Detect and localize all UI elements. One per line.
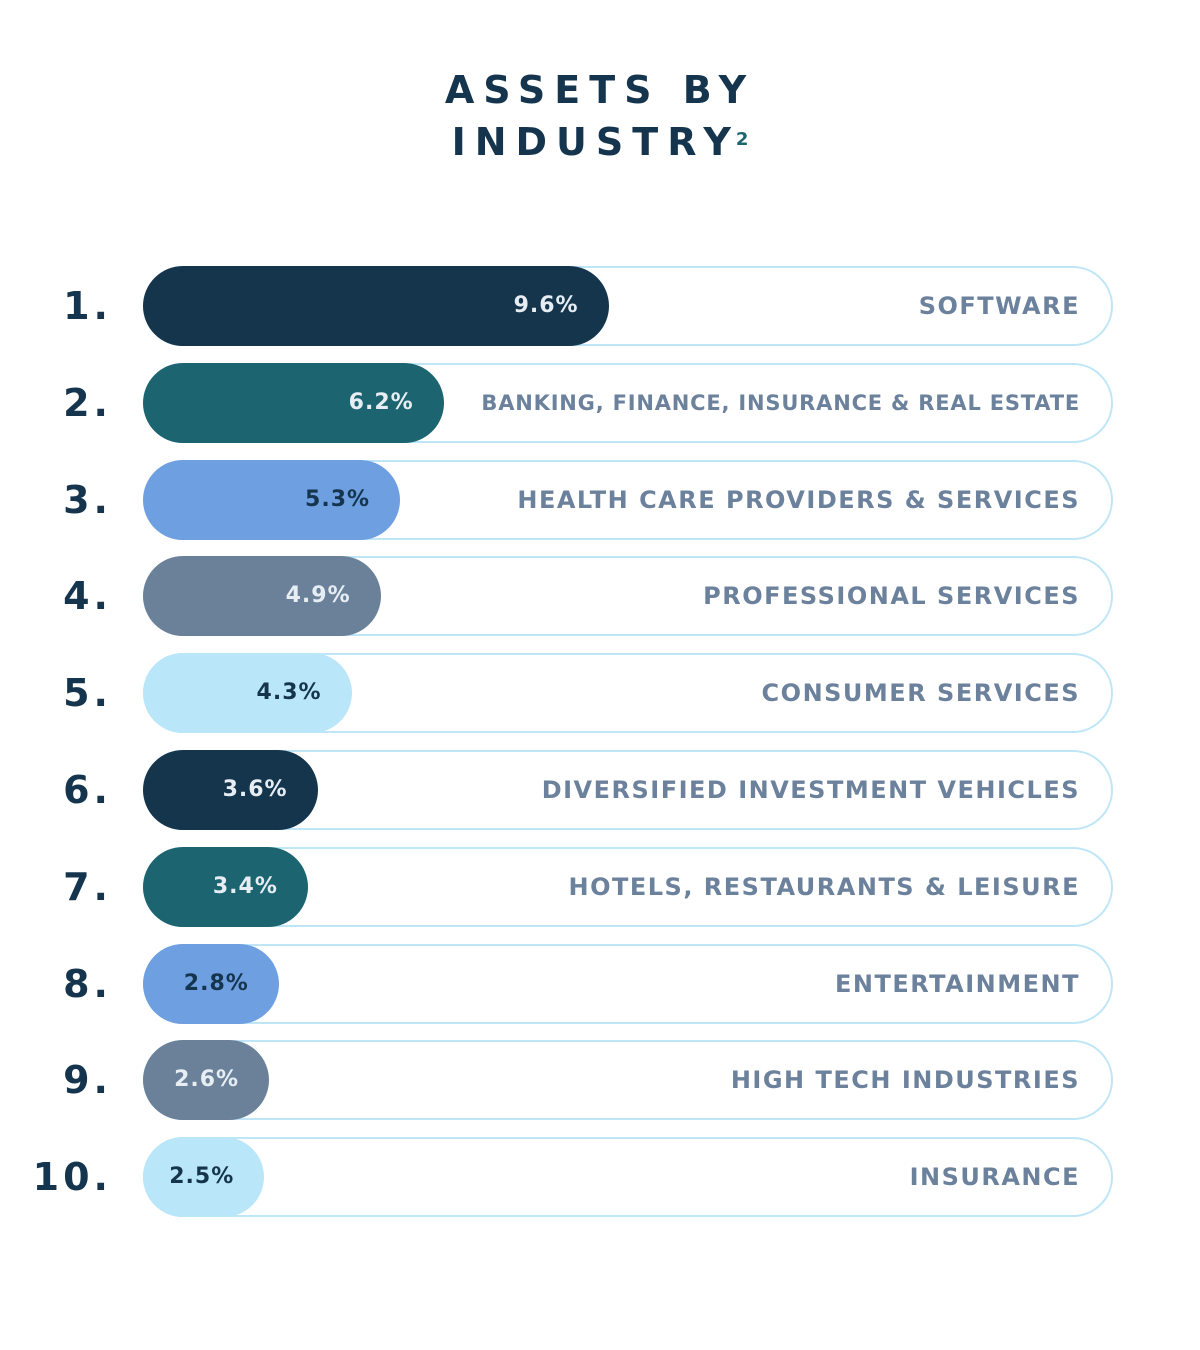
bar-fill [143,847,308,927]
category-label: PROFESSIONAL SERVICES [703,582,1080,610]
title-footnote-marker: 2 [735,129,749,150]
chart-title-industry: INDUSTRY [451,120,740,164]
rank-number: 4. [63,574,112,618]
chart-row: 6. 3.6% DIVERSIFIED INVESTMENT VEHICLES [0,750,1200,830]
category-label: CONSUMER SERVICES [761,679,1080,707]
category-label: HEALTH CARE PROVIDERS & SERVICES [517,486,1080,514]
category-label: ENTERTAINMENT [835,970,1080,998]
bar-fill [143,1137,265,1217]
category-label: BANKING, FINANCE, INSURANCE & REAL ESTAT… [481,391,1080,415]
rank-number: 5. [63,671,112,715]
category-label: DIVERSIFIED INVESTMENT VEHICLES [541,776,1080,804]
chart-row: 1. 9.6% SOFTWARE [0,266,1200,346]
bar-fill [143,266,609,346]
bar-value-label: 2.8% [183,971,249,996]
bar-track [143,1137,1113,1217]
bar-fill [143,944,279,1024]
chart-row: 2. 6.2% BANKING, FINANCE, INSURANCE & REAL… [0,363,1200,443]
bar-fill [143,750,318,830]
rank-number: 6. [63,768,112,812]
chart-title: ASSETS BY INDUSTRY2 [0,64,1200,168]
chart-row: 3. 5.3% HEALTH CARE PROVIDERS & SERVICES [0,460,1200,540]
chart-row: 7. 3.4% HOTELS, RESTAURANTS & LEISURE [0,847,1200,927]
chart-row: 10. 2.5% INSURANCE [0,1137,1200,1217]
bar-value-label: 9.6% [513,293,579,318]
rank-number: 9. [63,1058,112,1102]
bar-value-label: 2.6% [174,1067,240,1092]
chart-row: 8. 2.8% ENTERTAINMENT [0,944,1200,1024]
chart-row: 5. 4.3% CONSUMER SERVICES [0,653,1200,733]
bar-value-label: 3.6% [222,777,288,802]
rank-number: 10. [32,1155,112,1199]
chart-row: 4. 4.9% PROFESSIONAL SERVICES [0,556,1200,636]
rank-number: 2. [63,381,112,425]
bar-value-label: 6.2% [348,390,414,415]
category-label: HIGH TECH INDUSTRIES [730,1066,1080,1094]
bar-value-label: 4.3% [256,680,322,705]
bar-track [143,944,1113,1024]
bar-value-label: 4.9% [285,583,351,608]
bar-fill [143,1040,270,1120]
bar-value-label: 3.4% [212,874,278,899]
rank-number: 1. [63,284,112,328]
bar-fill [143,556,381,636]
category-label: SOFTWARE [918,292,1080,320]
category-label: INSURANCE [909,1163,1080,1191]
chart-row: 9. 2.6% HIGH TECH INDUSTRIES [0,1040,1200,1120]
chart-title-line-2: INDUSTRY2 [0,116,1200,168]
bar-fill [143,460,401,540]
rank-number: 7. [63,865,112,909]
bar-value-label: 5.3% [305,487,371,512]
bar-track [143,1040,1113,1120]
chart-title-line-1: ASSETS BY [444,68,756,112]
category-label: HOTELS, RESTAURANTS & LEISURE [568,873,1080,901]
bar-value-label: 2.5% [169,1164,235,1189]
rank-number: 3. [63,478,112,522]
bar-fill [143,653,352,733]
bar-fill [143,363,444,443]
rank-number: 8. [63,962,112,1006]
